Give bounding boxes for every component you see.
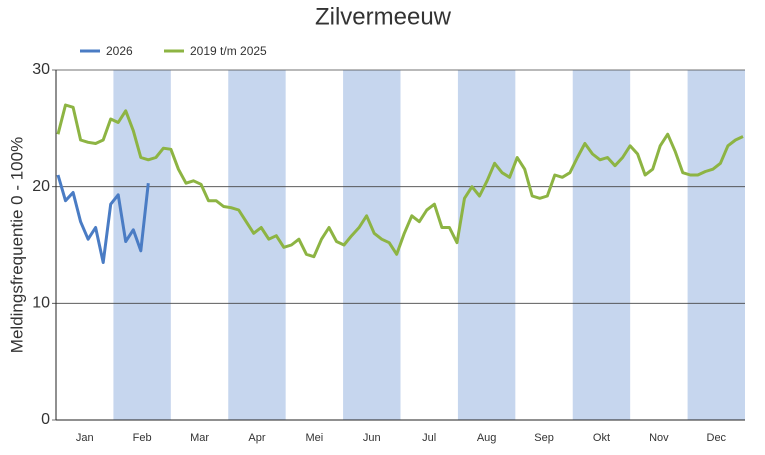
month-band <box>572 70 631 420</box>
month-band <box>687 70 745 420</box>
legend-label: 2019 t/m 2025 <box>190 44 267 58</box>
x-tick-label: Jun <box>363 432 381 444</box>
y-axis-label: Meldingsfrequentie 0 - 100% <box>7 137 26 353</box>
x-tick-label: Apr <box>248 432 265 444</box>
y-tick-label: 0 <box>41 411 50 428</box>
chart-title: Zilvermeeuw <box>315 3 452 30</box>
x-tick-label: Jan <box>76 432 94 444</box>
y-tick-label: 10 <box>32 295 50 312</box>
series-line <box>56 174 150 264</box>
x-tick-label: Mei <box>306 432 324 444</box>
series-line <box>56 103 744 259</box>
x-tick-label: Jul <box>422 432 436 444</box>
x-tick-label: Aug <box>477 432 497 444</box>
y-tick-label: 30 <box>32 61 50 78</box>
x-tick-label: Sep <box>534 432 554 444</box>
month-band <box>457 70 516 420</box>
x-tick-label: Nov <box>649 432 669 444</box>
x-tick-label: Okt <box>593 432 610 444</box>
x-tick-label: Mar <box>190 432 209 444</box>
month-band <box>228 70 286 420</box>
x-tick-label: Feb <box>133 432 152 444</box>
x-tick-label: Dec <box>707 432 727 444</box>
legend-label: 2026 <box>106 44 133 58</box>
y-tick-label: 20 <box>32 178 50 195</box>
